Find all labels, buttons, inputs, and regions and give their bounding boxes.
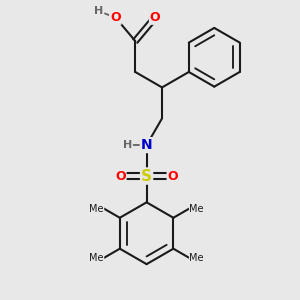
Text: O: O: [168, 169, 178, 182]
Text: O: O: [115, 169, 126, 182]
Text: Me: Me: [89, 203, 104, 214]
Text: Me: Me: [189, 203, 204, 214]
Text: S: S: [141, 169, 152, 184]
Text: O: O: [110, 11, 121, 24]
Text: Me: Me: [89, 253, 104, 263]
Text: H: H: [94, 6, 104, 16]
Text: O: O: [150, 11, 160, 24]
Text: N: N: [141, 138, 152, 152]
Text: H: H: [123, 140, 132, 150]
Text: Me: Me: [189, 253, 204, 263]
